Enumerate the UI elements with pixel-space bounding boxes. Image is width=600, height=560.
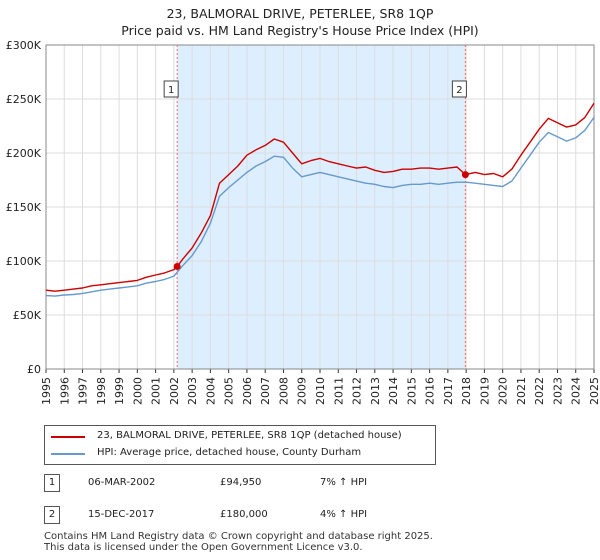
x-tick-label: 1995 xyxy=(40,377,53,405)
x-tick-label: 2017 xyxy=(442,377,455,405)
x-tick-label: 2004 xyxy=(204,377,217,405)
x-tick-label: 2007 xyxy=(259,377,272,405)
legend-item-hpi: HPI: Average price, detached house, Coun… xyxy=(45,445,435,463)
x-tick-label: 2000 xyxy=(131,377,144,405)
x-tick-label: 2014 xyxy=(387,377,400,405)
x-tick-label: 2015 xyxy=(405,377,418,405)
x-tick-label: 2024 xyxy=(570,377,583,405)
x-tick-label: 2011 xyxy=(332,377,345,405)
sale-badge-box xyxy=(163,80,179,98)
x-tick-label: 1997 xyxy=(77,377,90,405)
x-tick-label: 2002 xyxy=(168,377,181,405)
chart-title: 23, BALMORAL DRIVE, PETERLEE, SR8 1QP xyxy=(166,6,434,21)
transaction-badge: 1 xyxy=(44,474,60,492)
x-tick-label: 2003 xyxy=(186,377,199,405)
sale-point xyxy=(173,262,181,270)
plot-frame xyxy=(45,44,595,370)
transaction-row: 1 06-MAR-2002 £94,950 7% ↑ HPI xyxy=(44,474,564,494)
y-tick-label: £250K xyxy=(6,93,42,106)
legend: 23, BALMORAL DRIVE, PETERLEE, SR8 1QP (d… xyxy=(44,425,436,465)
x-tick-label: 2020 xyxy=(497,377,510,405)
sale-badge-label: 1 xyxy=(168,85,174,96)
x-tick-label: 2012 xyxy=(351,377,364,405)
x-tick-label: 2008 xyxy=(277,377,290,405)
footer-copyright: Contains HM Land Registry data © Crown c… xyxy=(44,531,433,542)
y-tick-label: £0 xyxy=(27,363,41,376)
x-tick-label: 2010 xyxy=(314,377,327,405)
x-tick-label: 1996 xyxy=(58,377,71,405)
x-tick-label: 2016 xyxy=(424,377,437,405)
sale-badge-box xyxy=(451,80,467,98)
price-chart: £0 £50K £100K £150K £200K £250K £300K 1995 1996 1… xyxy=(6,39,600,405)
x-tick-label: 1998 xyxy=(95,377,108,405)
y-tick-label: £300K xyxy=(6,39,42,52)
sale-badge-label: 2 xyxy=(456,85,462,96)
transaction-date: 06-MAR-2002 xyxy=(88,477,156,488)
x-tick-label: 2025 xyxy=(588,377,600,405)
transaction-price: £180,000 xyxy=(220,509,268,520)
transaction-price: £94,950 xyxy=(220,477,262,488)
x-tick-label: 2006 xyxy=(241,377,254,405)
legend-swatch-hpi xyxy=(51,453,85,455)
x-tick-label: 2018 xyxy=(460,377,473,405)
x-tick-label: 2005 xyxy=(223,377,236,405)
x-tick-label: 2009 xyxy=(296,377,309,405)
x-tick-label: 2013 xyxy=(369,377,382,405)
legend-swatch-property xyxy=(51,436,85,438)
transaction-date: 15-DEC-2017 xyxy=(88,509,155,520)
transaction-delta: 7% ↑ HPI xyxy=(320,477,368,488)
chart-subtitle: Price paid vs. HM Land Registry's House … xyxy=(121,23,479,38)
hpi-line xyxy=(45,116,595,297)
y-tick-label: £200K xyxy=(6,147,42,160)
sale-point xyxy=(461,171,469,179)
property-price-line xyxy=(45,102,595,292)
x-tick-label: 2021 xyxy=(515,377,528,405)
y-tick-label: £150K xyxy=(6,201,42,214)
x-tick-label: 2001 xyxy=(150,377,163,405)
transaction-badge: 2 xyxy=(44,506,60,524)
x-tick-label: 2022 xyxy=(533,377,546,405)
legend-item-property: 23, BALMORAL DRIVE, PETERLEE, SR8 1QP (d… xyxy=(45,428,435,446)
transaction-delta: 4% ↑ HPI xyxy=(320,509,368,520)
transaction-row: 2 15-DEC-2017 £180,000 4% ↑ HPI xyxy=(44,506,564,526)
x-tick-label: 1999 xyxy=(113,377,126,405)
x-tick-label: 2019 xyxy=(478,377,491,405)
legend-label-property: 23, BALMORAL DRIVE, PETERLEE, SR8 1QP (d… xyxy=(97,430,402,441)
legend-label-hpi: HPI: Average price, detached house, Coun… xyxy=(97,447,362,458)
y-tick-label: £100K xyxy=(6,255,42,268)
x-tick-label: 2023 xyxy=(551,377,564,405)
y-tick-label: £50K xyxy=(13,309,42,322)
footer-licence: This data is licensed under the Open Gov… xyxy=(44,542,363,553)
